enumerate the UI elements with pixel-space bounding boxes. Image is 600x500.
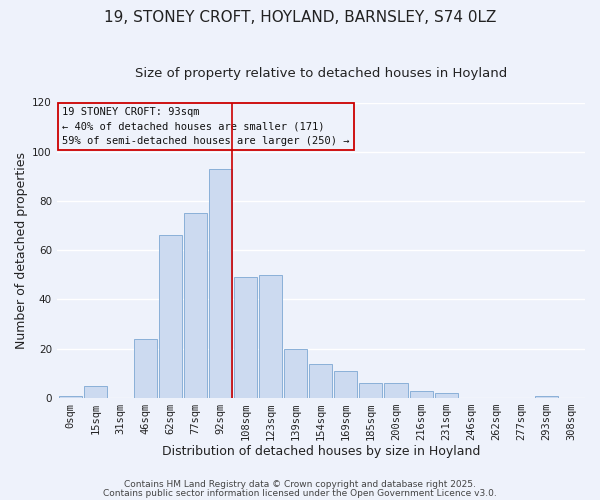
Bar bbox=[535, 396, 558, 398]
Bar bbox=[410, 390, 433, 398]
Bar bbox=[184, 214, 207, 398]
Bar bbox=[385, 383, 407, 398]
Bar bbox=[209, 169, 232, 398]
Text: Contains public sector information licensed under the Open Government Licence v3: Contains public sector information licen… bbox=[103, 488, 497, 498]
Text: 19 STONEY CROFT: 93sqm
← 40% of detached houses are smaller (171)
59% of semi-de: 19 STONEY CROFT: 93sqm ← 40% of detached… bbox=[62, 107, 350, 146]
Bar bbox=[134, 339, 157, 398]
Bar bbox=[334, 371, 358, 398]
Bar bbox=[159, 236, 182, 398]
Y-axis label: Number of detached properties: Number of detached properties bbox=[15, 152, 28, 348]
Bar bbox=[310, 364, 332, 398]
Text: Contains HM Land Registry data © Crown copyright and database right 2025.: Contains HM Land Registry data © Crown c… bbox=[124, 480, 476, 489]
Bar bbox=[234, 278, 257, 398]
Text: 19, STONEY CROFT, HOYLAND, BARNSLEY, S74 0LZ: 19, STONEY CROFT, HOYLAND, BARNSLEY, S74… bbox=[104, 10, 496, 25]
Title: Size of property relative to detached houses in Hoyland: Size of property relative to detached ho… bbox=[135, 68, 507, 80]
Bar bbox=[284, 348, 307, 398]
Bar bbox=[359, 383, 382, 398]
Bar bbox=[84, 386, 107, 398]
X-axis label: Distribution of detached houses by size in Hoyland: Distribution of detached houses by size … bbox=[162, 444, 480, 458]
Bar bbox=[259, 275, 283, 398]
Bar bbox=[434, 393, 458, 398]
Bar bbox=[59, 396, 82, 398]
